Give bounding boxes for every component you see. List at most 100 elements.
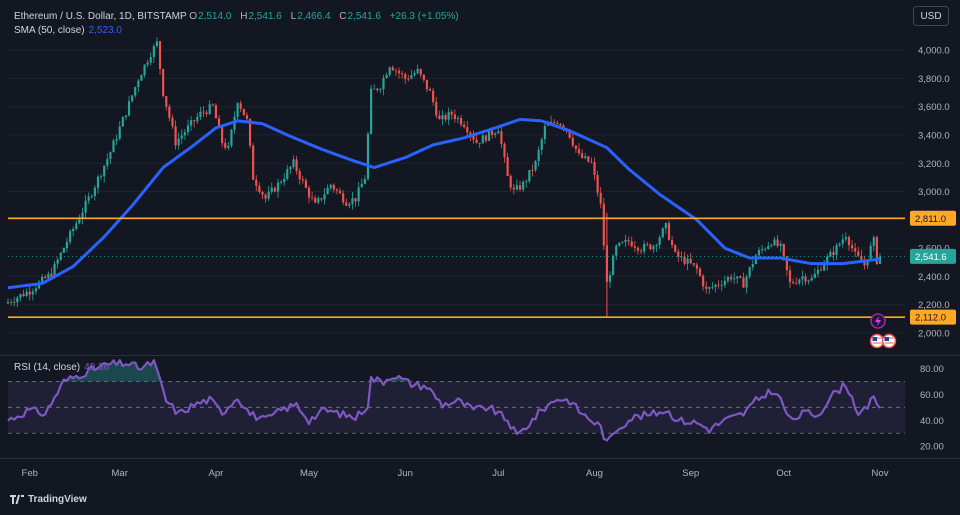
candle[interactable] [177,132,180,150]
candle[interactable] [410,69,413,80]
candle[interactable] [227,141,230,151]
candle[interactable] [593,157,596,181]
candle[interactable] [534,159,537,173]
candle[interactable] [171,114,174,129]
candle[interactable] [689,252,692,265]
candle[interactable] [503,141,506,163]
candle[interactable] [643,240,646,255]
candle[interactable] [745,274,748,294]
candle[interactable] [224,138,227,150]
candle[interactable] [863,255,866,270]
candle[interactable] [674,244,677,253]
candle[interactable] [664,222,667,234]
candle[interactable] [509,173,512,191]
candle[interactable] [770,243,773,248]
candle[interactable] [31,288,34,301]
candle[interactable] [363,175,366,185]
candle[interactable] [646,241,649,247]
candle[interactable] [729,274,733,282]
candle[interactable] [531,164,534,177]
candle[interactable] [760,244,764,254]
candle[interactable] [590,157,593,164]
candle[interactable] [658,234,661,250]
candle[interactable] [624,234,627,248]
candle[interactable] [394,68,397,76]
candle[interactable] [702,273,705,291]
candle[interactable] [205,110,208,118]
candle[interactable] [556,120,559,126]
rsi-chart[interactable]: 20.00 40.00 60.00 80.00 [0,355,960,455]
candle[interactable] [518,180,522,192]
candle[interactable] [199,106,202,121]
candle[interactable] [497,128,500,134]
candle[interactable] [143,64,146,78]
candle[interactable] [751,260,754,271]
candle[interactable] [581,149,584,159]
candle[interactable] [354,198,357,207]
candle[interactable] [574,145,577,153]
candle[interactable] [475,134,478,144]
candle[interactable] [435,97,438,119]
candle[interactable] [351,192,354,210]
candle[interactable] [801,270,804,286]
candle[interactable] [165,95,168,111]
candle[interactable] [500,126,503,149]
candle[interactable] [649,243,652,251]
candle[interactable] [680,251,683,262]
candle[interactable] [587,155,590,163]
candle[interactable] [369,84,373,135]
tradingview-brand[interactable]: TradingView [10,494,87,505]
candle[interactable] [559,122,562,127]
candle[interactable] [75,220,78,231]
us-flag-icon[interactable] [869,333,885,349]
candle[interactable] [612,254,615,276]
candle[interactable] [6,298,10,305]
candle[interactable] [748,266,751,279]
candle[interactable] [525,179,528,188]
candle[interactable] [816,264,820,278]
candle[interactable] [326,184,329,195]
rsi-legend[interactable]: RSI (14, close) 49.36 [14,362,109,373]
candle[interactable] [127,95,131,117]
candle[interactable] [472,130,475,144]
candle[interactable] [432,87,435,106]
candle[interactable] [307,185,311,204]
candle[interactable] [314,195,317,204]
candle[interactable] [261,190,264,200]
candle[interactable] [121,116,124,127]
candle[interactable] [115,134,118,146]
candle[interactable] [798,278,801,286]
candle[interactable] [577,142,581,156]
candle[interactable] [692,262,695,268]
candle[interactable] [56,257,59,269]
candle[interactable] [835,242,838,261]
candle[interactable] [739,275,742,279]
candle[interactable] [636,246,640,255]
candle[interactable] [484,134,487,143]
candle[interactable] [289,165,292,174]
candle[interactable] [270,182,273,195]
candle[interactable] [717,280,720,289]
candle[interactable] [776,234,779,248]
candle[interactable] [295,155,298,175]
candle[interactable] [208,100,211,116]
candle[interactable] [655,243,658,253]
candle[interactable] [413,70,416,77]
candle[interactable] [360,178,363,188]
candle[interactable] [258,182,261,194]
candle[interactable] [714,283,717,293]
candle[interactable] [90,193,93,199]
candle[interactable] [543,120,546,144]
sma-legend[interactable]: SMA (50, close) 2,523.0 [14,25,122,36]
candle[interactable] [158,40,162,75]
candle[interactable] [708,286,711,295]
candle[interactable] [87,192,90,205]
candle[interactable] [357,181,360,207]
candle[interactable] [196,112,199,124]
candle[interactable] [385,72,388,79]
candle[interactable] [466,120,469,137]
candle[interactable] [78,214,81,225]
candle[interactable] [81,207,84,225]
candle[interactable] [382,74,385,96]
candle[interactable] [444,113,447,123]
